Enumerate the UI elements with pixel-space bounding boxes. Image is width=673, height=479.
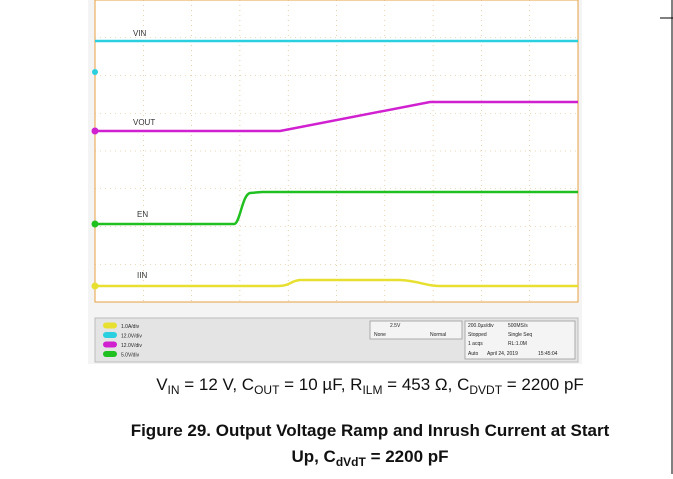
- subscript: ILM: [362, 383, 382, 397]
- text-run: = 453 Ω, C: [382, 375, 469, 394]
- subscript: IN: [168, 383, 180, 397]
- channel-badge: [103, 323, 117, 329]
- acquisition-setting: 1 acqs: [468, 341, 483, 347]
- trace-label: EN: [137, 210, 148, 219]
- trace-label: VIN: [133, 29, 147, 38]
- text-run: = 10 µF, R: [279, 375, 362, 394]
- channel-marker: [92, 221, 99, 228]
- channel-badge: [103, 342, 117, 348]
- trigger-setting: None: [374, 332, 386, 338]
- subscript: dVdT: [336, 455, 367, 469]
- acquisition-setting: April 24, 2019: [487, 351, 518, 357]
- channel-marker: [92, 128, 99, 135]
- channel-scale: 12.0V/div: [121, 334, 142, 340]
- acquisition-setting: 200.0µs/div: [468, 323, 494, 329]
- channel-marker: [92, 283, 99, 290]
- text-run: = 12 V, C: [180, 375, 255, 394]
- channel-badge: [103, 351, 117, 357]
- scope-screen: VIN VOUT EN IIN 1.0A/div 12.0V/div 12.0V/d…: [88, 0, 582, 364]
- acquisition-setting: Auto: [468, 351, 479, 357]
- trace-label: VOUT: [133, 118, 155, 127]
- channel-scale: 5.0V/div: [121, 353, 140, 359]
- acquisition-setting: Single Seq: [508, 332, 532, 338]
- channel-scale: 1.0A/div: [121, 324, 140, 330]
- text-run: = 2200 pF: [502, 375, 584, 394]
- acquisition-setting: RL:1.0M: [508, 341, 527, 347]
- channel-badge: [103, 332, 117, 338]
- figure-title: Up, CdVdT = 2200 pF: [291, 447, 448, 469]
- trigger-setting: 2.5V: [390, 323, 401, 329]
- page: {"scope": { "traces": [ {"label": "VIN"}…: [0, 0, 673, 474]
- subscript: DVDT: [469, 383, 502, 397]
- acquisition-setting: 500MS/s: [508, 323, 528, 329]
- test-conditions: VIN = 12 V, COUT = 10 µF, RILM = 453 Ω, …: [156, 375, 584, 397]
- subscript: OUT: [254, 383, 280, 397]
- acquisition-setting: Stopped: [468, 332, 487, 338]
- channel-scale: 12.0V/div: [121, 343, 142, 349]
- text-run: V: [156, 375, 168, 394]
- channel-marker: [92, 69, 98, 75]
- figure-title: Figure 29. Output Voltage Ramp and Inrus…: [131, 421, 610, 440]
- text-run: Up, C: [291, 447, 335, 466]
- trigger-setting: Normal: [430, 332, 446, 338]
- acquisition-setting: 15:45:04: [538, 351, 558, 357]
- trace-label: IIN: [137, 271, 147, 280]
- figure-page: VIN VOUT EN IIN 1.0A/div12.0V/div12.0V/d…: [0, 0, 673, 474]
- text-run: = 2200 pF: [366, 447, 449, 466]
